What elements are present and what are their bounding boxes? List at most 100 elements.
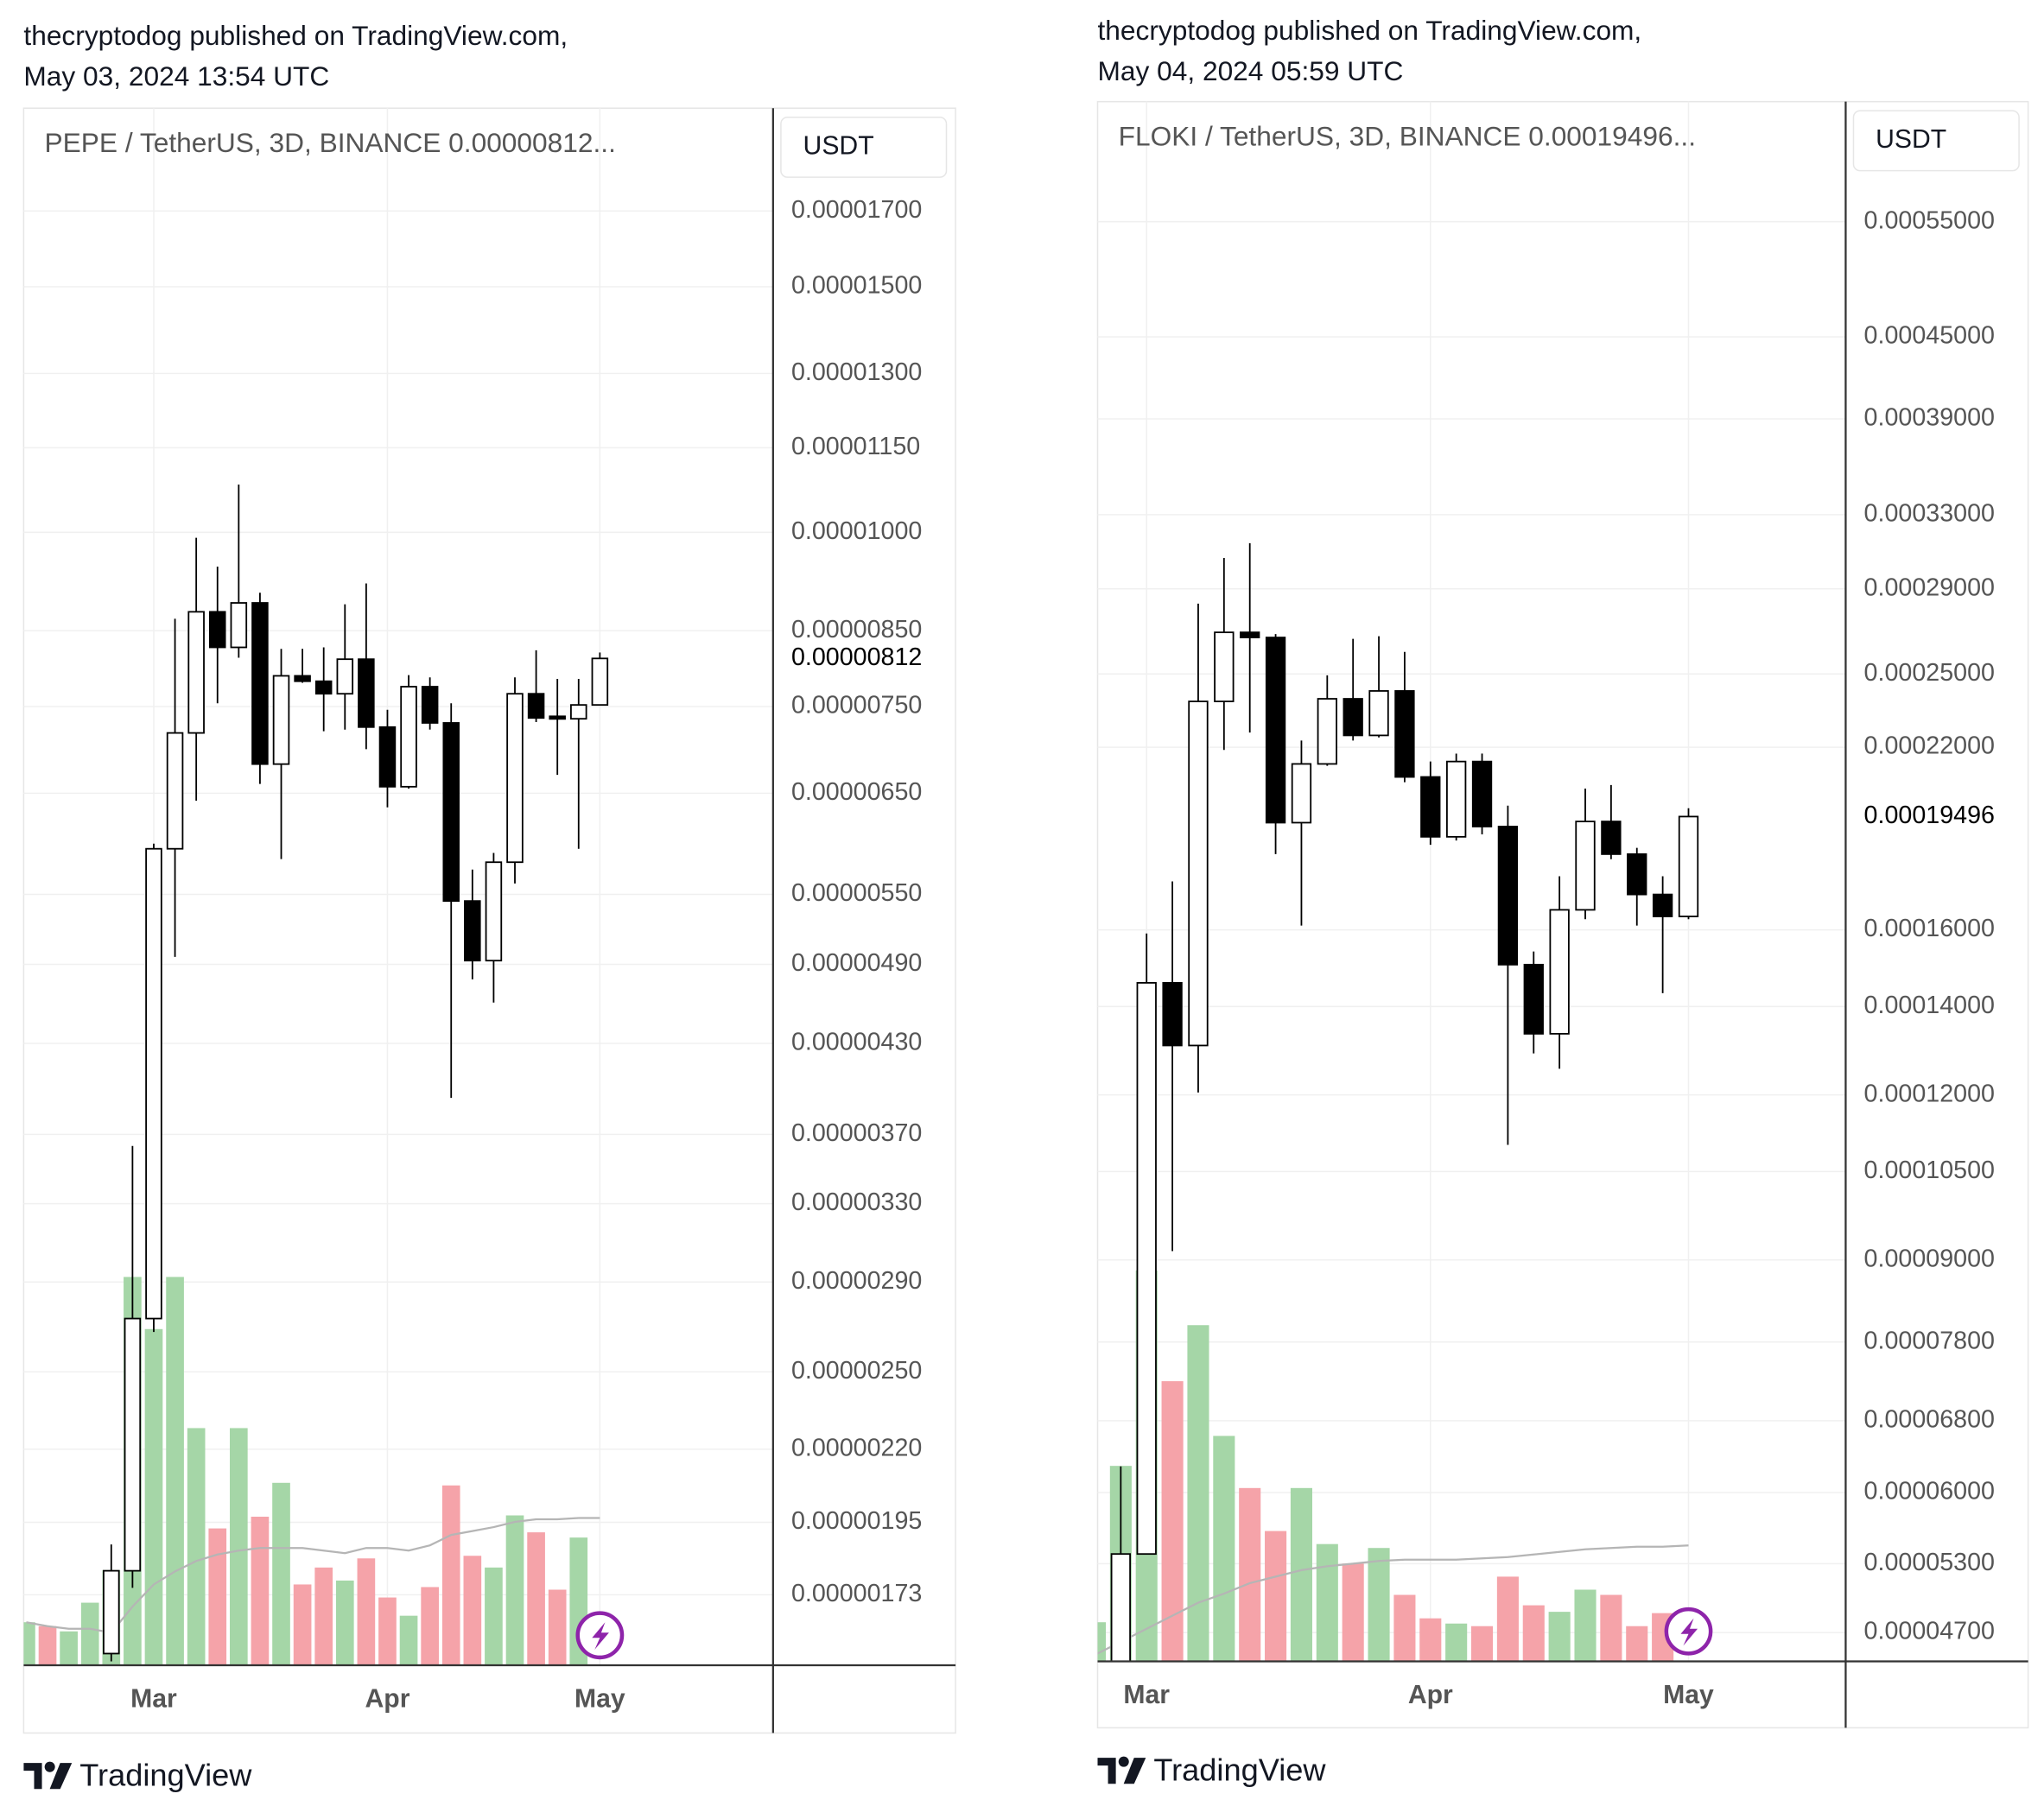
plot-area <box>1097 542 1699 1662</box>
y-tick-label: 0.00004700 <box>1864 1618 1995 1645</box>
candle-body <box>591 657 609 707</box>
candle-body <box>549 715 566 720</box>
y-tick-label: 0.00000650 <box>791 778 922 806</box>
y-tick-label: 0.00009000 <box>1864 1245 1995 1272</box>
candle-body <box>400 686 417 788</box>
y-tick-label: 0.00000550 <box>791 879 922 907</box>
volume-bar <box>485 1567 503 1665</box>
volume-bar <box>357 1558 376 1665</box>
volume-bar <box>378 1597 397 1665</box>
last-price-box <box>775 640 955 677</box>
y-tick-label: 0.00000490 <box>791 949 922 977</box>
volume-bar <box>1600 1594 1622 1662</box>
volume-bar <box>1239 1487 1261 1662</box>
volume-bar <box>441 1485 460 1665</box>
candle-body <box>421 686 439 724</box>
volume-bar <box>1316 1543 1338 1662</box>
volume-bar <box>144 1328 163 1665</box>
y-tick-label: 0.00001300 <box>791 358 922 386</box>
volume-bar <box>527 1532 545 1665</box>
volume-bar <box>23 1622 35 1665</box>
publisher-line: thecryptodog published on TradingView.co… <box>23 20 568 51</box>
volume-bar <box>1574 1589 1596 1662</box>
volume-bar <box>399 1615 418 1665</box>
volume-ma-line <box>26 1517 600 1634</box>
volume-bar <box>208 1528 227 1665</box>
candle-body <box>103 1569 120 1655</box>
candle-body <box>1446 760 1467 838</box>
volume-bar <box>60 1631 78 1665</box>
candle-body <box>570 704 587 720</box>
candle-body <box>1317 698 1337 765</box>
volume-bar <box>335 1580 354 1665</box>
candle-body <box>1652 893 1673 917</box>
plot-area <box>23 485 609 1665</box>
candle-body <box>145 847 162 1320</box>
tradingview-logo <box>23 1761 73 1790</box>
y-tick-label: 0.00045000 <box>1864 322 1995 350</box>
y-tick-label: 0.00001700 <box>791 196 922 224</box>
y-tick-label: 0.00006800 <box>1864 1405 1995 1433</box>
volume-bar <box>1445 1623 1468 1662</box>
y-tick-label: 0.00025000 <box>1864 659 1995 687</box>
x-tick-label: Mar <box>1123 1681 1170 1709</box>
volume-bar <box>38 1626 57 1665</box>
y-tick-label: 0.00000750 <box>791 692 922 719</box>
volume-ma-line <box>1097 1544 1689 1655</box>
x-tick-label: May <box>574 1685 625 1714</box>
candle-body <box>1575 821 1596 911</box>
candle-body <box>124 1317 142 1572</box>
candle-body <box>251 602 269 765</box>
candle-body <box>1678 815 1699 917</box>
volume-bar <box>230 1428 248 1665</box>
candle-body <box>294 675 311 682</box>
last-price-label: 0.00019496 <box>1864 802 1995 829</box>
y-tick-label: 0.00039000 <box>1864 404 1995 432</box>
y-tick-label: 0.00022000 <box>1864 732 1995 760</box>
volume-bar <box>505 1515 524 1665</box>
y-tick-label: 0.00001000 <box>791 517 922 545</box>
y-tick-label: 0.00000850 <box>791 616 922 643</box>
y-tick-label: 0.00000330 <box>791 1188 922 1216</box>
currency-label: USDT <box>803 131 874 160</box>
publish-date: May 03, 2024 13:54 UTC <box>23 60 329 92</box>
candle-body <box>1627 852 1647 896</box>
tradingview-logo <box>1097 1756 1146 1784</box>
volume-bar <box>1097 1622 1107 1662</box>
candle-body <box>1420 776 1441 838</box>
volume-bar <box>293 1584 312 1665</box>
chart-title: PEPE / TetherUS, 3D, BINANCE 0.00000812.… <box>45 127 616 158</box>
candle-body <box>1136 981 1157 1556</box>
volume-bar <box>1419 1618 1442 1662</box>
y-tick-label: 0.00001500 <box>791 272 922 300</box>
y-tick-label: 0.00000220 <box>791 1434 922 1461</box>
volume-bar <box>1265 1531 1287 1662</box>
last-price-box <box>1848 798 2028 835</box>
footer-brand: TradingView <box>1153 1752 1326 1787</box>
volume-bar <box>1496 1576 1519 1662</box>
volume-bar <box>166 1277 184 1665</box>
candle-body <box>527 693 545 719</box>
y-tick-label: 0.00005300 <box>1864 1549 1995 1576</box>
candle-body <box>272 675 290 765</box>
volume-bar <box>1187 1325 1209 1662</box>
y-tick-label: 0.00029000 <box>1864 574 1995 601</box>
volume-bar <box>1342 1563 1364 1662</box>
chart-title: FLOKI / TetherUS, 3D, BINANCE 0.00019496… <box>1119 120 1696 151</box>
y-tick-label: 0.00014000 <box>1864 992 1995 1019</box>
y-tick-label: 0.00001150 <box>791 433 920 460</box>
candle-body <box>1110 1553 1132 1662</box>
volume-bar <box>80 1602 99 1665</box>
y-tick-label: 0.00033000 <box>1864 499 1995 527</box>
candle-body <box>187 611 205 734</box>
publisher-line: thecryptodog published on TradingView.co… <box>1097 15 1641 46</box>
volume-bar <box>187 1428 206 1665</box>
candle-body <box>358 658 375 728</box>
y-tick-label: 0.00010500 <box>1864 1157 1995 1184</box>
candle-body <box>1368 690 1389 737</box>
candle-body <box>1394 690 1415 778</box>
y-tick-label: 0.00000370 <box>791 1119 922 1147</box>
